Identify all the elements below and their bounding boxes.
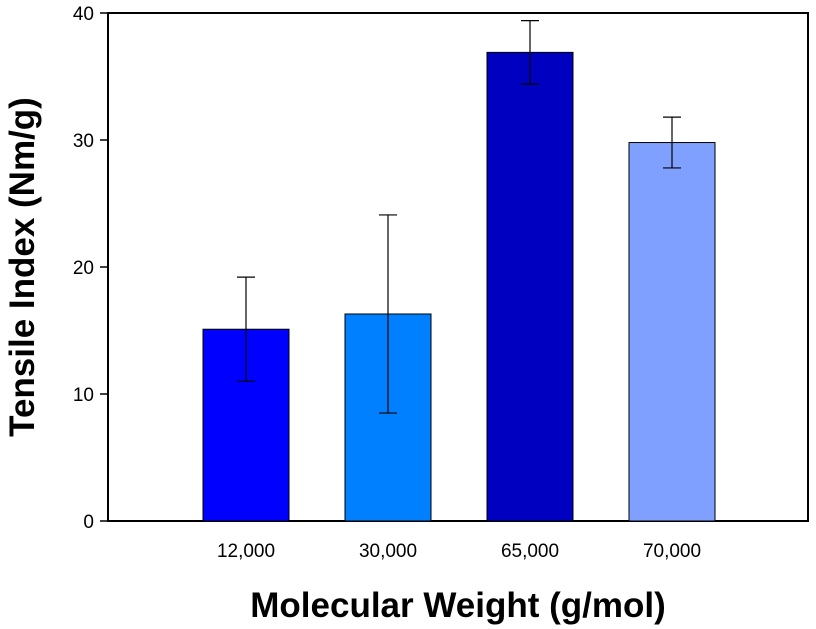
- x-tick-label: 65,000: [501, 541, 559, 562]
- y-axis-ticks: 0 10 20 30 40: [73, 4, 108, 533]
- x-axis-ticks: 12,000 30,000 65,000 70,000: [217, 541, 701, 562]
- y-tick-label: 10: [73, 385, 94, 406]
- x-tick-label: 12,000: [217, 541, 275, 562]
- bar: [628, 142, 716, 522]
- error-bars: [237, 20, 681, 414]
- y-tick-label: 0: [83, 512, 94, 533]
- y-axis-title: Tensile Index (Nm/g): [3, 97, 42, 437]
- y-tick-label: 30: [73, 131, 94, 152]
- bar: [486, 51, 574, 522]
- bars: [202, 51, 716, 522]
- y-tick-label: 40: [73, 4, 94, 25]
- x-axis-title: Molecular Weight (g/mol): [250, 586, 665, 625]
- y-tick-label: 20: [73, 258, 94, 279]
- x-tick-label: 70,000: [643, 541, 701, 562]
- x-tick-label: 30,000: [359, 541, 417, 562]
